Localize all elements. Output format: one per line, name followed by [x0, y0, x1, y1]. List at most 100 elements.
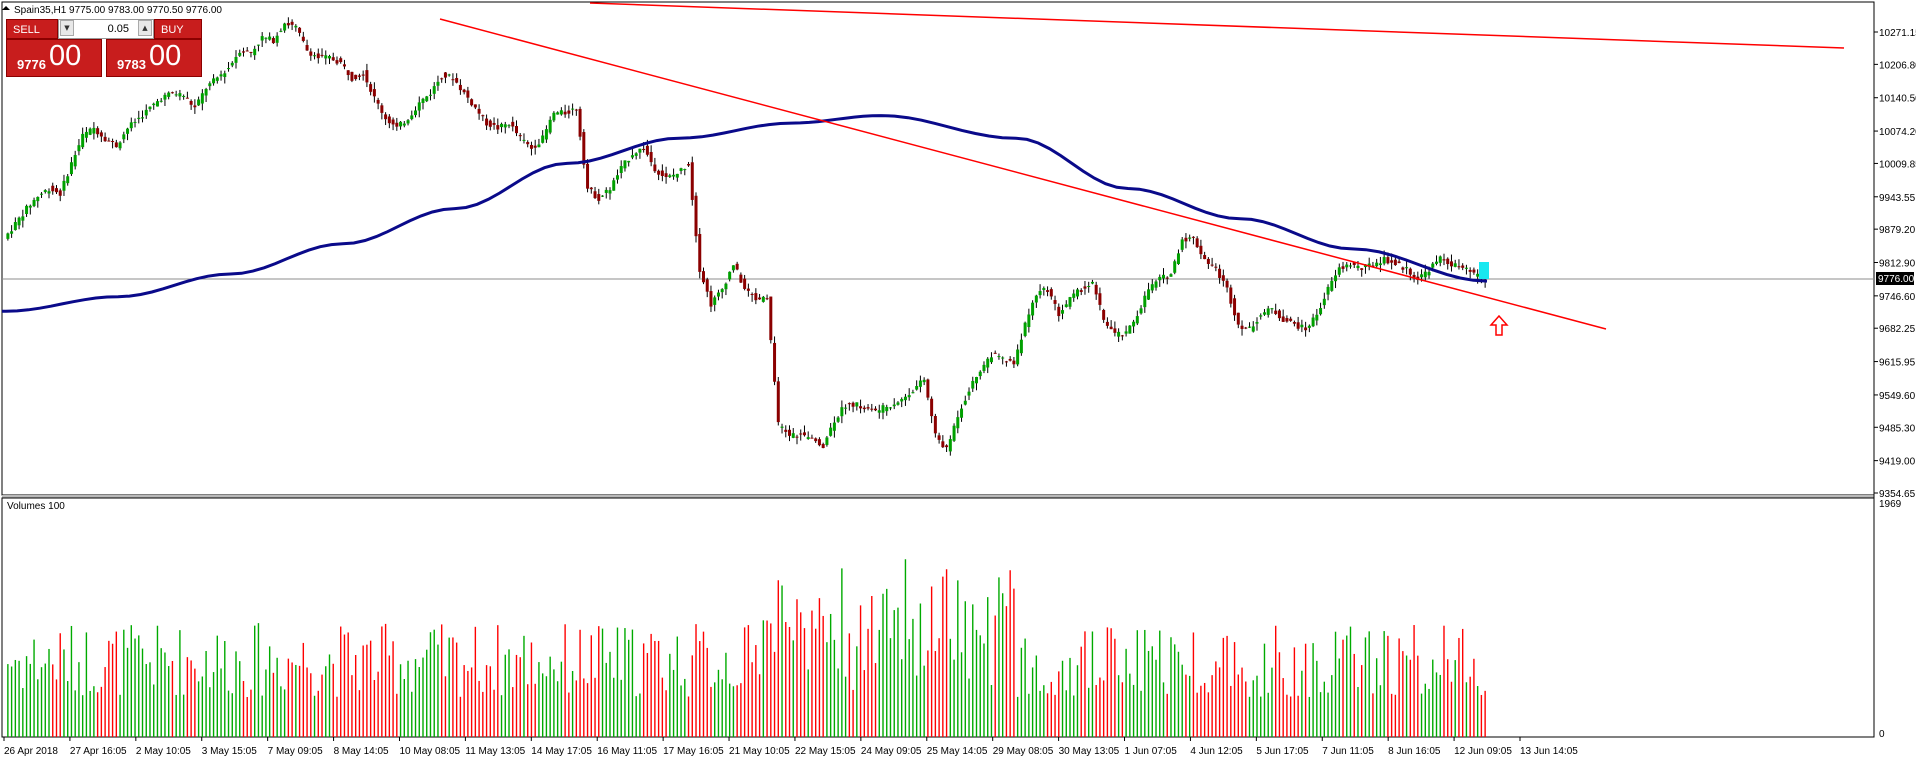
bull-candle: [17, 217, 21, 226]
bull-candle: [1027, 314, 1031, 328]
bull-candle: [1001, 357, 1005, 359]
time-tick-label: 7 May 09:05: [268, 746, 323, 757]
time-tick-label: 8 May 14:05: [334, 746, 389, 757]
bull-candle: [40, 193, 44, 195]
bear-candle: [574, 109, 578, 111]
bull-candle: [855, 402, 859, 407]
price-tick-label: 9549.60: [1879, 391, 1916, 402]
bull-candle: [1150, 284, 1154, 291]
buy-price-button[interactable]: 9783 00: [106, 39, 202, 77]
bull-candle: [679, 168, 683, 171]
bull-candle: [668, 175, 672, 177]
bear-candle: [387, 116, 391, 124]
bear-candle: [58, 190, 62, 196]
bull-candle: [1266, 308, 1270, 315]
bull-candle: [791, 433, 795, 438]
bull-candle: [601, 195, 605, 197]
bull-candle: [1072, 293, 1076, 298]
bear-candle: [451, 79, 455, 81]
bull-candle: [264, 37, 268, 39]
bear-candle: [1221, 275, 1225, 281]
lot-decrease-icon[interactable]: ▼: [60, 20, 74, 36]
buy-price-suffix: 00: [149, 40, 182, 72]
bear-candle: [1214, 266, 1218, 268]
bull-candle: [141, 117, 145, 119]
bull-candle: [612, 180, 616, 191]
bull-candle: [219, 74, 223, 77]
collapse-triangle-icon[interactable]: [2, 6, 10, 10]
bear-candle: [1304, 327, 1308, 331]
bear-candle: [443, 72, 447, 78]
bull-candle: [1435, 261, 1439, 264]
bull-candle: [537, 144, 541, 148]
bull-candle: [1188, 237, 1192, 239]
bull-candle: [761, 296, 765, 302]
bull-candle: [294, 25, 298, 28]
time-tick-label: 2 May 10:05: [136, 746, 191, 757]
sell-button[interactable]: SELL: [6, 19, 58, 39]
time-tick-label: 25 May 14:05: [927, 746, 988, 757]
lot-increase-icon[interactable]: ▲: [138, 20, 152, 36]
bear-candle: [784, 429, 788, 432]
bull-candle: [1476, 273, 1480, 277]
bull-candle: [1270, 308, 1274, 310]
time-tick-label: 13 Jun 14:05: [1520, 746, 1578, 757]
bull-candle: [436, 81, 440, 86]
bull-candle: [1382, 257, 1386, 264]
bull-candle: [1132, 321, 1136, 327]
lot-size-input[interactable]: 0.05: [58, 19, 154, 39]
bear-candle: [1289, 318, 1293, 321]
time-tick-label: 5 Jun 17:05: [1256, 746, 1309, 757]
bear-candle: [331, 57, 335, 61]
bull-candle: [36, 196, 40, 202]
bear-candle: [103, 136, 107, 142]
bull-candle: [421, 98, 425, 103]
price-tick-label: 9943.55: [1879, 193, 1916, 204]
sell-price-button[interactable]: 9776 00: [6, 39, 102, 77]
bear-candle: [309, 51, 313, 56]
volume-max-label: 1969: [1879, 499, 1902, 510]
panel-separator[interactable]: [2, 495, 1874, 498]
bear-candle: [769, 296, 773, 341]
downtrend-line[interactable]: [439, 18, 1607, 330]
bull-candle: [1090, 281, 1094, 284]
sell-price-suffix: 00: [49, 40, 82, 72]
bear-candle: [735, 263, 739, 270]
bull-candle: [675, 173, 679, 178]
upper-trend-line[interactable]: [589, 2, 1845, 49]
bull-candle: [133, 121, 137, 123]
bull-candle: [986, 358, 990, 368]
bull-candle: [275, 35, 279, 43]
bear-candle: [694, 195, 698, 237]
bear-candle: [799, 433, 803, 435]
bull-candle: [204, 88, 208, 96]
bull-candle: [982, 364, 986, 371]
bull-candle: [907, 395, 911, 398]
bull-candle: [212, 78, 216, 84]
bear-candle: [1390, 260, 1394, 263]
current-price-box: [1876, 272, 1914, 285]
bull-candle: [844, 407, 848, 409]
bear-candle: [1195, 238, 1199, 248]
bear-candle: [657, 170, 661, 175]
time-tick-label: 30 May 13:05: [1059, 746, 1120, 757]
bear-candle: [1277, 310, 1281, 319]
bear-candle: [739, 274, 743, 283]
bull-candle: [1023, 322, 1027, 336]
bull-candle: [989, 357, 993, 363]
bear-candle: [1412, 274, 1416, 278]
bull-candle: [402, 123, 406, 126]
bear-candle: [1165, 277, 1169, 279]
bear-candle: [455, 78, 459, 83]
bear-candle: [245, 50, 249, 52]
bull-candle: [911, 392, 915, 394]
price-tick-label: 9615.95: [1879, 358, 1916, 369]
time-tick-label: 7 Jun 11:05: [1322, 746, 1374, 757]
one-click-trading-panel: SELL 0.05 ▼ ▲ BUY 9776 00 9783 00: [6, 19, 202, 77]
sell-price-prefix: 9776: [17, 57, 46, 72]
bull-candle: [728, 271, 732, 280]
bear-candle: [810, 437, 814, 439]
buy-button[interactable]: BUY: [154, 19, 202, 39]
bull-candle: [1042, 288, 1046, 290]
